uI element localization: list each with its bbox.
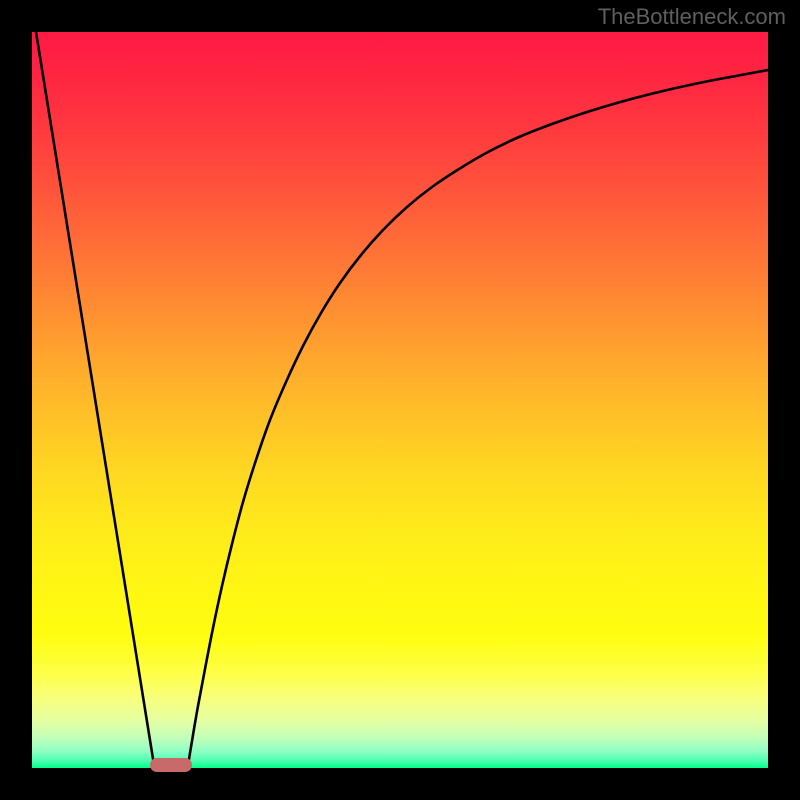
chart-gradient-background bbox=[32, 32, 768, 768]
chart-container: TheBottleneck.com bbox=[0, 0, 800, 800]
bottleneck-chart bbox=[0, 0, 800, 800]
watermark-text: TheBottleneck.com bbox=[598, 4, 786, 30]
bottleneck-marker bbox=[150, 758, 192, 772]
